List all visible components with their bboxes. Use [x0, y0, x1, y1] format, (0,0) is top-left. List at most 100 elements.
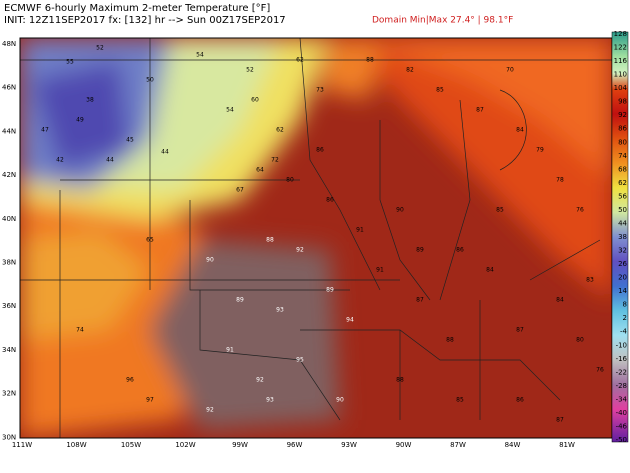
colorbar-label: 38 [618, 233, 627, 241]
station-value: 74 [76, 327, 84, 334]
station-value: 91 [376, 267, 384, 274]
latitude-label: 44N [2, 127, 16, 135]
station-value: 79 [536, 147, 544, 154]
colorbar-label: 44 [618, 219, 627, 227]
station-value: 60 [251, 97, 259, 104]
station-value: 70 [506, 67, 514, 74]
station-value: 91 [226, 347, 234, 354]
longitude-label: 111W [12, 441, 32, 449]
station-value: 76 [596, 367, 604, 374]
station-value: 84 [516, 127, 524, 134]
station-value: 49 [76, 117, 84, 124]
latitude-label: 30N [2, 433, 16, 441]
station-value: 88 [266, 237, 274, 244]
init-line: INIT: 12Z11SEP2017 fx: [132] hr --> Sun … [4, 15, 286, 26]
station-value: 92 [256, 377, 264, 384]
station-value: 72 [271, 157, 279, 164]
longitude-label: 84W [505, 441, 521, 449]
colorbar-label: 92 [618, 111, 627, 119]
colorbar-label: 62 [618, 179, 627, 187]
colorbar-label: 68 [618, 165, 627, 173]
station-value: 90 [396, 207, 404, 214]
station-value: 38 [86, 97, 94, 104]
colorbar-label: 2 [623, 314, 627, 322]
colorbar-label: 98 [618, 98, 627, 106]
colorbar-label: -10 [616, 341, 627, 349]
colorbar-label: -40 [616, 409, 627, 417]
station-value: 85 [436, 87, 444, 94]
domain-range: Domain Min|Max 27.4° | 98.1°F [372, 16, 513, 26]
station-value: 84 [486, 267, 494, 274]
station-value: 86 [316, 147, 324, 154]
station-value: 89 [236, 297, 244, 304]
colorbar-label: -22 [616, 368, 627, 376]
colorbar-label: -34 [616, 395, 628, 403]
station-value: 55 [66, 59, 74, 66]
colorbar-label: 26 [618, 260, 627, 268]
station-value: 91 [356, 227, 364, 234]
station-value: 87 [516, 327, 524, 334]
station-value: 93 [276, 307, 284, 314]
colorbar-label: -50 [616, 436, 627, 444]
colorbar-label: -46 [616, 422, 628, 430]
colorbar-label: 86 [618, 125, 627, 133]
station-value: 97 [146, 397, 154, 404]
longitude-label: 96W [287, 441, 303, 449]
station-value: 80 [286, 177, 294, 184]
station-value: 45 [126, 137, 134, 144]
station-value: 88 [366, 57, 374, 64]
longitude-label: 81W [559, 441, 575, 449]
station-value: 88 [446, 337, 454, 344]
station-value: 80 [576, 337, 584, 344]
longitude-label: 93W [341, 441, 357, 449]
station-value: 90 [336, 397, 344, 404]
station-value: 88 [396, 377, 404, 384]
longitude-label: 102W [175, 441, 195, 449]
borders [20, 38, 612, 438]
latitude-label: 34N [2, 346, 16, 354]
station-value: 96 [126, 377, 134, 384]
station-value: 54 [196, 52, 204, 59]
station-value: 64 [256, 167, 264, 174]
station-value: 89 [416, 247, 424, 254]
station-value: 62 [276, 127, 284, 134]
latitude-label: 32N [2, 390, 16, 398]
station-value: 67 [236, 187, 244, 194]
station-value: 85 [456, 397, 464, 404]
colorbar-label: -16 [616, 355, 628, 363]
station-value: 76 [576, 207, 584, 214]
colorbar-label: 80 [618, 138, 627, 146]
station-value: 47 [41, 127, 49, 134]
longitude-label: 99W [232, 441, 248, 449]
station-value: 52 [246, 67, 254, 74]
station-value: 86 [516, 397, 524, 404]
station-value: 94 [346, 317, 354, 324]
station-value: 92 [206, 407, 214, 414]
latitude-label: 36N [2, 302, 16, 310]
colorbar-label: 122 [614, 44, 627, 52]
station-value: 62 [296, 57, 304, 64]
colorbar-label: 56 [618, 192, 627, 200]
station-value: 44 [161, 149, 169, 156]
longitude-label: 105W [121, 441, 141, 449]
station-value: 87 [476, 107, 484, 114]
latitude-label: 42N [2, 171, 16, 179]
station-value: 54 [226, 107, 234, 114]
station-value: 82 [406, 67, 414, 74]
station-value: 89 [326, 287, 334, 294]
colorbar-label: 14 [618, 287, 627, 295]
station-value: 87 [556, 417, 564, 424]
temperature-field [20, 38, 612, 438]
colorbar [611, 31, 629, 443]
station-value: 52 [96, 45, 104, 52]
station-value: 92 [296, 247, 304, 254]
colorbar-label: 128 [614, 30, 627, 38]
latitude-label: 40N [2, 215, 16, 223]
title: ECMWF 6-hourly Maximum 2-meter Temperatu… [4, 3, 270, 14]
colorbar-label: 104 [614, 84, 628, 92]
station-value: 93 [266, 397, 274, 404]
station-value: 87 [416, 297, 424, 304]
latitude-label: 48N [2, 40, 16, 48]
station-value: 86 [456, 247, 464, 254]
